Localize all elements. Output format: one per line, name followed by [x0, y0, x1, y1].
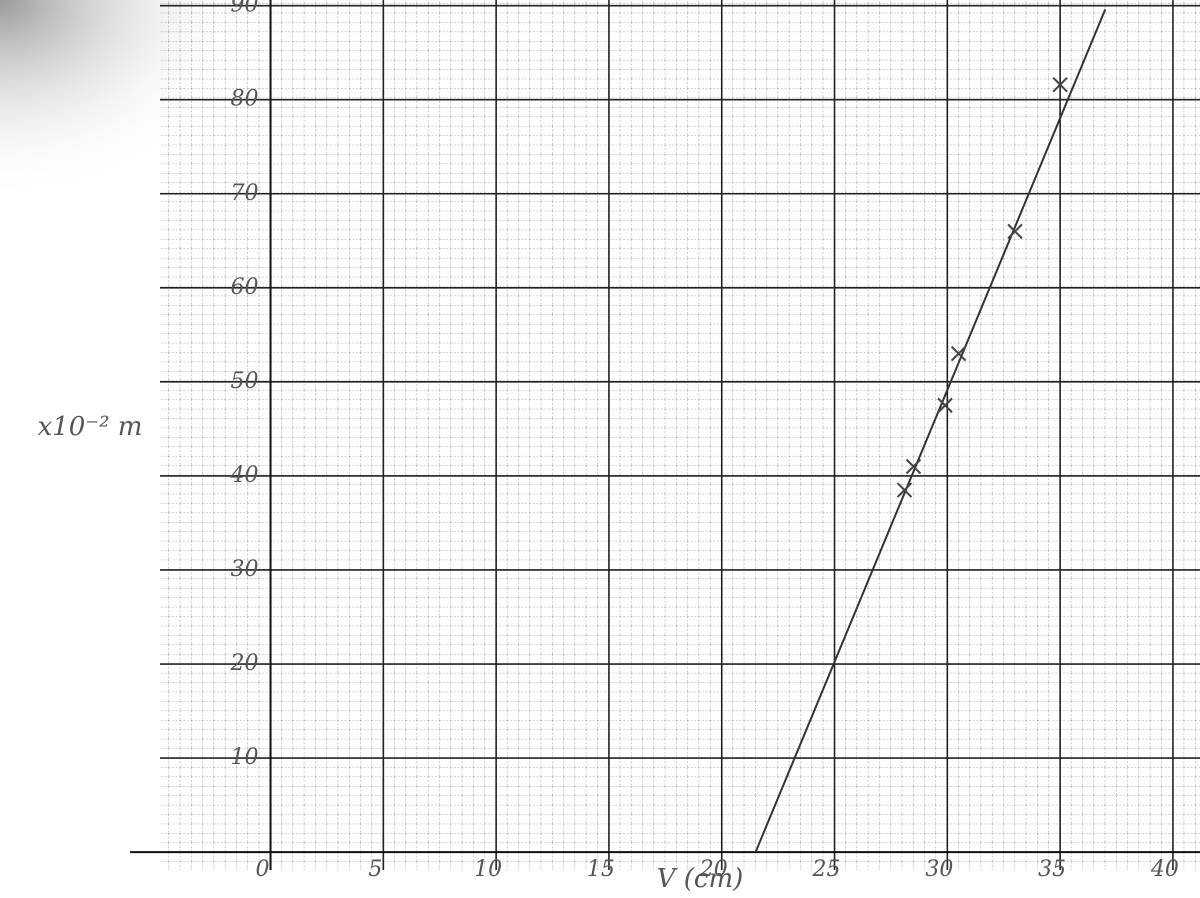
y-tick-label: 50	[231, 369, 259, 394]
y-tick-label: 30	[231, 557, 259, 582]
y-tick-label: 10	[231, 745, 259, 770]
y-tick-label: 20	[230, 651, 259, 676]
x-tick-label: 30	[925, 857, 953, 882]
x-tick-label: 15	[587, 857, 615, 882]
data-point	[1007, 223, 1023, 240]
data-point	[896, 482, 913, 498]
data-point	[905, 458, 922, 475]
y-tick-label: 40	[230, 463, 259, 488]
y-tick-label: 90	[231, 0, 259, 18]
x-axis-label: V (cm)	[657, 864, 744, 894]
data-point	[1052, 76, 1068, 93]
x-tick-label: 20	[699, 857, 728, 882]
graph-paper	[160, 0, 1200, 870]
x-tick-label: 5	[368, 857, 382, 882]
x-tick-label: 40	[1150, 857, 1179, 882]
x-tick-label: 0	[256, 857, 270, 882]
data-point	[950, 345, 967, 362]
x-tick-label: 25	[812, 857, 841, 882]
y-tick-label: 60	[231, 275, 259, 300]
y-axis-label: x10⁻² m	[38, 412, 143, 442]
y-tick-label: 80	[231, 87, 259, 112]
best-fit-line	[754, 9, 1107, 853]
data-point	[937, 397, 953, 414]
y-tick-label: 70	[231, 181, 259, 206]
x-tick-label: 35	[1038, 857, 1066, 882]
x-tick-label: 10	[474, 857, 502, 882]
